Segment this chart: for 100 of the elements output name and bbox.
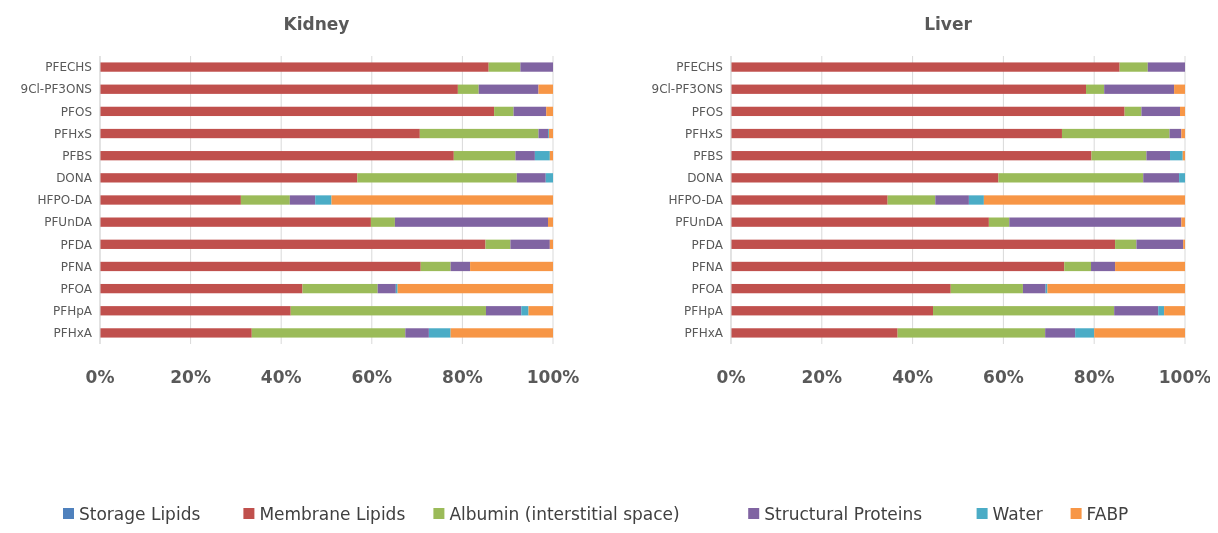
bar bbox=[731, 84, 1087, 94]
y-tick-label: PFOA bbox=[691, 281, 724, 296]
y-tick-label: PFECHS bbox=[676, 60, 723, 75]
y-tick-label: PFHxS bbox=[54, 126, 92, 141]
bar bbox=[100, 128, 420, 139]
bar bbox=[1164, 306, 1185, 316]
bar bbox=[478, 84, 539, 94]
bar bbox=[1091, 151, 1147, 161]
bar bbox=[1169, 128, 1182, 139]
bar bbox=[428, 328, 451, 338]
bar bbox=[897, 328, 1046, 338]
bar bbox=[1086, 84, 1105, 94]
bar bbox=[731, 239, 1116, 249]
bar bbox=[968, 195, 984, 205]
y-tick-label: 9Cl-PF3ONS bbox=[20, 82, 92, 97]
x-tick-label: 100% bbox=[1158, 367, 1212, 387]
y-tick-label: PFUnDA bbox=[675, 215, 724, 230]
bar bbox=[1170, 151, 1183, 161]
y-tick-label: PFHpA bbox=[53, 303, 93, 318]
bar bbox=[548, 217, 553, 227]
bar bbox=[731, 151, 1092, 161]
bar bbox=[731, 128, 1062, 139]
bar bbox=[998, 173, 1144, 183]
bar bbox=[549, 151, 553, 161]
bar bbox=[534, 151, 550, 161]
legend-label: Structural Proteins bbox=[764, 503, 923, 524]
bar bbox=[100, 306, 291, 316]
bar bbox=[251, 328, 406, 338]
y-tick-label: PFHxA bbox=[684, 326, 724, 341]
bar bbox=[510, 239, 550, 249]
x-tick-label: 0% bbox=[716, 367, 746, 387]
bar bbox=[1009, 217, 1182, 227]
bar bbox=[420, 261, 451, 272]
y-tick-label: PFOA bbox=[60, 281, 93, 296]
y-tick-label: 9Cl-PF3ONS bbox=[651, 82, 723, 97]
bar bbox=[1181, 217, 1185, 227]
bar bbox=[935, 195, 969, 205]
bar bbox=[950, 283, 1023, 294]
legend-label: FABP bbox=[1086, 503, 1129, 524]
bar bbox=[1061, 128, 1170, 139]
bar bbox=[1179, 173, 1185, 183]
legend-label: Water bbox=[992, 503, 1043, 524]
x-tick-label: 80% bbox=[442, 367, 483, 387]
y-tick-label: PFBS bbox=[62, 148, 92, 163]
bar bbox=[100, 106, 495, 117]
bar bbox=[538, 128, 549, 139]
bar bbox=[100, 261, 421, 272]
bar bbox=[731, 195, 888, 205]
bar bbox=[1136, 239, 1184, 249]
x-tick-label: 60% bbox=[983, 367, 1024, 387]
bar bbox=[1114, 306, 1159, 316]
y-tick-label: PFDA bbox=[691, 237, 724, 252]
bar bbox=[394, 217, 549, 227]
bar bbox=[485, 306, 522, 316]
bar bbox=[450, 328, 553, 338]
bar bbox=[1141, 106, 1181, 117]
bar bbox=[100, 283, 303, 294]
bar bbox=[731, 306, 934, 316]
bar bbox=[1181, 128, 1185, 139]
bar bbox=[405, 328, 429, 338]
y-tick-label: DONA bbox=[56, 171, 93, 186]
bar bbox=[1045, 328, 1076, 338]
bar bbox=[731, 62, 1120, 72]
bar bbox=[983, 195, 1185, 205]
y-tick-label: PFECHS bbox=[45, 60, 92, 75]
bar bbox=[377, 283, 396, 294]
bar bbox=[100, 151, 454, 161]
bar bbox=[453, 151, 516, 161]
bar bbox=[1104, 84, 1175, 94]
chart-title: Liver bbox=[924, 14, 973, 34]
bar bbox=[302, 283, 378, 294]
bar bbox=[494, 106, 514, 117]
bar bbox=[1124, 106, 1142, 117]
x-tick-label: 80% bbox=[1073, 367, 1115, 387]
bar bbox=[1146, 151, 1171, 161]
bar bbox=[1022, 283, 1046, 294]
bar bbox=[397, 283, 553, 294]
bar bbox=[100, 195, 241, 205]
y-tick-label: HFPO-DA bbox=[668, 193, 724, 208]
legend-label: Albumin (interstitial space) bbox=[449, 503, 680, 524]
bar bbox=[357, 173, 517, 183]
y-tick-label: PFNA bbox=[60, 259, 93, 274]
bar bbox=[289, 195, 316, 205]
y-tick-label: DONA bbox=[687, 171, 724, 186]
bar bbox=[513, 106, 547, 117]
bar bbox=[290, 306, 486, 316]
y-tick-label: PFOS bbox=[60, 104, 92, 119]
bar bbox=[521, 306, 529, 316]
bar bbox=[100, 173, 358, 183]
bar bbox=[887, 195, 936, 205]
bar bbox=[1115, 261, 1185, 272]
bar bbox=[488, 62, 521, 72]
bar bbox=[1180, 106, 1185, 117]
bar bbox=[731, 217, 989, 227]
y-tick-label: PFNA bbox=[691, 259, 724, 274]
bar bbox=[1143, 173, 1180, 183]
bar bbox=[731, 261, 1065, 272]
bar bbox=[1047, 283, 1185, 294]
bar bbox=[1064, 261, 1092, 272]
y-tick-label: PFHpA bbox=[684, 303, 724, 318]
